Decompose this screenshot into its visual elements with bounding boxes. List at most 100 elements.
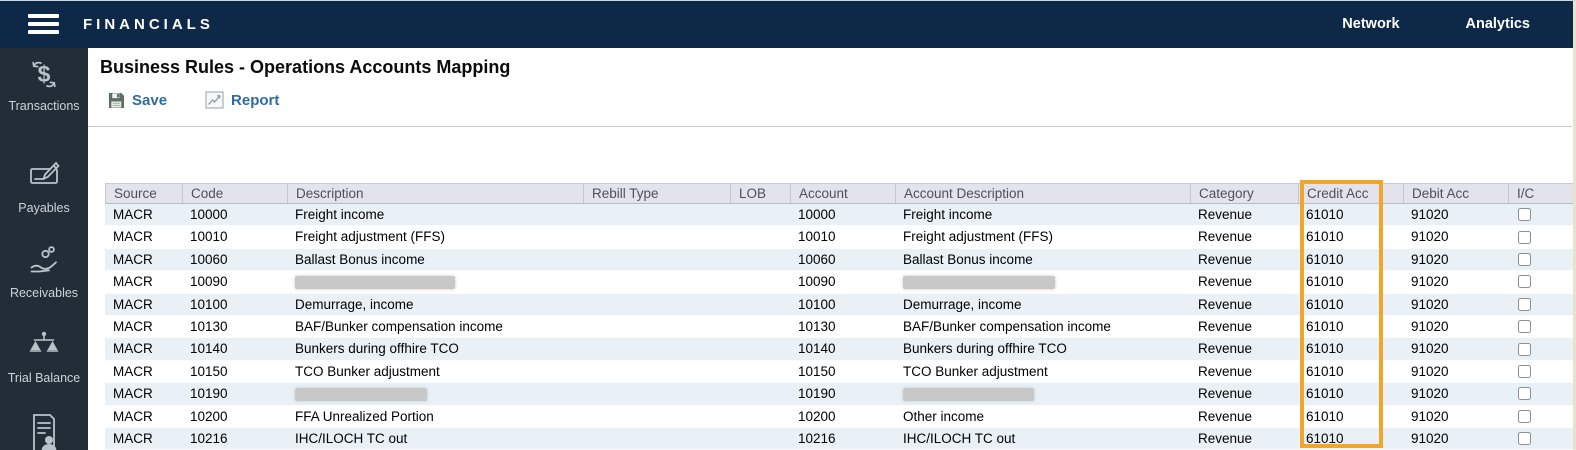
column-header-description[interactable]: Description <box>288 184 584 203</box>
ic-checkbox[interactable] <box>1518 275 1531 289</box>
sidebar-item-payables[interactable]: Payables <box>0 160 88 215</box>
account-description-cell: Demurrage, income <box>903 296 1022 312</box>
table-row[interactable]: MACR 10150 TCO Bunker adjustment 10150 T… <box>105 360 1576 384</box>
column-header-source[interactable]: Source <box>106 184 183 203</box>
category-cell: Revenue <box>1198 363 1253 379</box>
category-cell: Revenue <box>1198 386 1253 402</box>
description-cell: BAF/Bunker compensation income <box>295 318 503 334</box>
ic-cell <box>1508 383 1576 404</box>
table-row[interactable]: MACR 10140 Bunkers during offhire TCO 10… <box>105 338 1576 361</box>
column-header-credit-acc[interactable]: Credit Acc <box>1299 184 1404 203</box>
nav-link-network[interactable]: Network <box>1342 16 1400 32</box>
nav-link-analytics[interactable]: Analytics <box>1465 16 1530 32</box>
credit-acc-cell[interactable]: 61010 <box>1306 430 1344 446</box>
source-cell: MACR <box>113 341 153 357</box>
ic-checkbox[interactable] <box>1518 387 1531 401</box>
credit-acc-cell[interactable]: 61010 <box>1306 363 1344 379</box>
ic-checkbox[interactable] <box>1518 364 1531 378</box>
column-header-rebill-type[interactable]: Rebill Type <box>584 184 731 203</box>
ic-checkbox[interactable] <box>1518 409 1531 423</box>
debit-acc-cell[interactable]: 91020 <box>1411 229 1449 245</box>
table-body: MACR 10000 Freight income 10000 Freight … <box>105 204 1576 450</box>
debit-acc-cell[interactable]: 91020 <box>1411 363 1449 379</box>
sidebar-item-trial-balance[interactable]: Trial Balance <box>0 330 88 385</box>
source-cell: MACR <box>113 229 153 245</box>
code-cell: 10190 <box>190 386 228 402</box>
toolbar-divider <box>88 126 1572 127</box>
report-chart-icon <box>205 91 224 109</box>
description-cell: Bunkers during offhire TCO <box>295 341 459 357</box>
ic-checkbox[interactable] <box>1518 208 1531 222</box>
debit-acc-cell[interactable]: 91020 <box>1411 318 1449 334</box>
category-cell: Revenue <box>1198 274 1253 290</box>
account-cell: 10200 <box>798 408 836 424</box>
source-cell: MACR <box>113 296 153 312</box>
credit-acc-cell[interactable]: 61010 <box>1306 408 1344 424</box>
ic-checkbox[interactable] <box>1518 252 1531 266</box>
sidebar-item-label: Transactions <box>8 99 80 113</box>
code-cell: 10000 <box>190 207 228 222</box>
column-header-lob[interactable]: LOB <box>731 184 791 203</box>
save-button[interactable]: Save <box>108 92 167 109</box>
accounts-mapping-table: Source Code Description Rebill Type LOB … <box>105 183 1576 450</box>
sidebar-item-transactions[interactable]: $ Transactions <box>0 58 88 113</box>
debit-acc-cell[interactable]: 91020 <box>1411 274 1449 290</box>
debit-acc-cell[interactable]: 91020 <box>1411 207 1449 222</box>
table-row[interactable]: MACR 10090 10090 Revenue 61010 91020 <box>105 271 1576 294</box>
credit-acc-cell[interactable]: 61010 <box>1306 318 1344 334</box>
credit-acc-cell[interactable]: 61010 <box>1306 251 1344 267</box>
column-header-code[interactable]: Code <box>183 184 288 203</box>
debit-acc-cell[interactable]: 91020 <box>1411 408 1449 424</box>
column-header-debit-acc[interactable]: Debit Acc <box>1404 184 1509 203</box>
lob-cell <box>730 338 790 359</box>
window-top-edge <box>0 0 1576 1</box>
table-row[interactable]: MACR 10060 Ballast Bonus income 10060 Ba… <box>105 248 1576 272</box>
rebill-type-cell <box>583 204 730 225</box>
hamburger-menu-icon[interactable] <box>28 10 59 39</box>
sidebar-item-statements[interactable] <box>0 413 88 450</box>
credit-acc-cell[interactable]: 61010 <box>1306 341 1344 357</box>
column-header-account-description[interactable]: Account Description <box>896 184 1191 203</box>
debit-acc-cell[interactable]: 91020 <box>1411 251 1449 267</box>
column-header-ic[interactable]: I/C <box>1509 184 1576 203</box>
lob-cell <box>730 428 790 449</box>
ic-checkbox[interactable] <box>1518 320 1531 334</box>
ic-checkbox[interactable] <box>1518 297 1531 311</box>
ic-checkbox[interactable] <box>1518 230 1531 244</box>
credit-acc-cell[interactable]: 61010 <box>1306 386 1344 402</box>
code-cell: 10060 <box>190 251 228 267</box>
table-row[interactable]: MACR 10190 10190 Revenue 61010 91020 <box>105 383 1576 406</box>
account-description-cell: TCO Bunker adjustment <box>903 363 1048 379</box>
table-row[interactable]: MACR 10216 IHC/ILOCH TC out 10216 IHC/IL… <box>105 427 1576 450</box>
debit-acc-cell[interactable]: 91020 <box>1411 341 1449 357</box>
report-button[interactable]: Report <box>205 91 279 109</box>
debit-acc-cell[interactable]: 91020 <box>1411 296 1449 312</box>
transactions-icon: $ <box>32 61 56 88</box>
ic-cell <box>1508 226 1576 247</box>
description-cell: FFA Unrealized Portion <box>295 408 434 424</box>
account-cell: 10090 <box>798 274 836 290</box>
account-cell: 10190 <box>798 386 836 402</box>
save-icon <box>108 92 125 108</box>
redacted-text <box>903 387 1034 401</box>
table-row[interactable]: MACR 10100 Demurrage, income 10100 Demur… <box>105 293 1576 316</box>
debit-acc-cell[interactable]: 91020 <box>1411 430 1449 446</box>
credit-acc-cell[interactable]: 61010 <box>1306 274 1344 290</box>
ic-checkbox[interactable] <box>1518 342 1531 356</box>
table-row[interactable]: MACR 10000 Freight income 10000 Freight … <box>105 204 1576 227</box>
credit-acc-cell[interactable]: 61010 <box>1306 296 1344 312</box>
debit-acc-cell[interactable]: 91020 <box>1411 386 1449 402</box>
credit-acc-cell[interactable]: 61010 <box>1306 207 1344 222</box>
column-header-account[interactable]: Account <box>791 184 896 203</box>
lob-cell <box>730 249 790 270</box>
sidebar-item-receivables[interactable]: Receivables <box>0 245 88 300</box>
column-header-category[interactable]: Category <box>1191 184 1299 203</box>
credit-acc-cell[interactable]: 61010 <box>1306 229 1344 245</box>
table-row[interactable]: MACR 10200 FFA Unrealized Portion 10200 … <box>105 405 1576 428</box>
account-cell: 10150 <box>798 363 836 379</box>
table-row[interactable]: MACR 10010 Freight adjustment (FFS) 1001… <box>105 226 1576 249</box>
lob-cell <box>730 226 790 247</box>
table-row[interactable]: MACR 10130 BAF/Bunker compensation incom… <box>105 315 1576 339</box>
ic-checkbox[interactable] <box>1518 432 1531 446</box>
rebill-type-cell <box>583 383 730 404</box>
